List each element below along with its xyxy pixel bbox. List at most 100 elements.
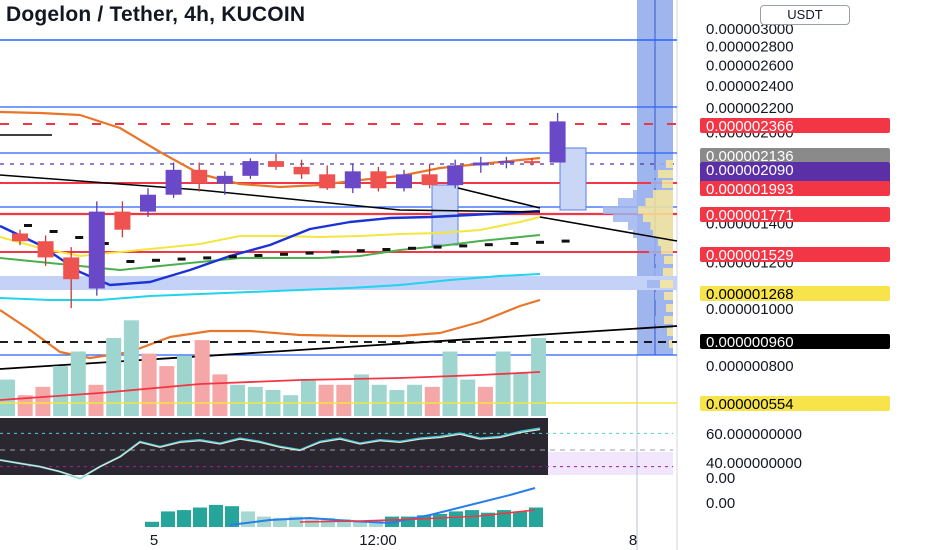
histogram-bar[interactable] xyxy=(433,514,447,527)
candle-body[interactable] xyxy=(12,233,28,242)
volume-bar[interactable] xyxy=(0,379,15,416)
volume-bar[interactable] xyxy=(424,386,440,416)
candle-body[interactable] xyxy=(524,161,540,164)
volume-bar[interactable] xyxy=(283,395,299,416)
pivot-marker xyxy=(152,258,160,262)
volume-bar[interactable] xyxy=(88,384,104,416)
candle-body[interactable] xyxy=(63,257,80,280)
histogram-bar[interactable] xyxy=(241,511,255,527)
histogram-bar[interactable] xyxy=(193,507,207,528)
volume-bar[interactable] xyxy=(407,384,423,416)
volume-profile-bar xyxy=(651,180,662,188)
candle-body[interactable] xyxy=(114,211,131,230)
volume-bar[interactable] xyxy=(354,374,369,416)
pivot-marker xyxy=(331,250,340,254)
price-label-box xyxy=(700,181,890,196)
volume-bar[interactable] xyxy=(477,386,493,416)
histogram-bar[interactable] xyxy=(161,511,175,527)
candle-body[interactable] xyxy=(447,165,464,186)
volume-bar[interactable] xyxy=(123,320,139,416)
histogram-bar[interactable] xyxy=(529,507,543,528)
histogram-bar[interactable] xyxy=(353,521,367,527)
volume-bar[interactable] xyxy=(194,340,210,416)
histogram-tick-label: 0.00 xyxy=(706,495,735,512)
candle-body[interactable] xyxy=(498,161,515,164)
histogram-bar[interactable] xyxy=(337,519,351,527)
histogram-bar[interactable] xyxy=(273,517,287,527)
volume-bar[interactable] xyxy=(35,386,51,416)
candle-body[interactable] xyxy=(421,174,438,186)
volume-bar[interactable] xyxy=(141,353,157,416)
volume-bar[interactable] xyxy=(513,372,529,416)
volume-bar[interactable] xyxy=(247,386,263,416)
histogram-bar[interactable] xyxy=(257,516,271,527)
volume-profile-bar xyxy=(633,230,653,238)
cyan-ma xyxy=(0,273,541,301)
volume-profile-bar xyxy=(613,214,643,222)
candle-body[interactable] xyxy=(165,169,182,195)
volume-bar[interactable] xyxy=(230,384,246,416)
histogram-bar[interactable] xyxy=(305,519,319,527)
candle-body[interactable] xyxy=(88,211,105,289)
price-tick-label: 0.000001000 xyxy=(706,301,794,318)
pivot-marker xyxy=(75,236,84,239)
histogram-bar[interactable] xyxy=(177,510,191,527)
candle-body[interactable] xyxy=(344,171,361,189)
volume-bar[interactable] xyxy=(53,366,69,416)
pivot-marker xyxy=(203,256,212,260)
candle-body[interactable] xyxy=(216,175,233,184)
histogram-bar[interactable] xyxy=(465,510,479,527)
candle-body[interactable] xyxy=(396,174,412,189)
histogram-bar[interactable] xyxy=(225,506,239,527)
histogram-bar[interactable] xyxy=(417,515,431,527)
histogram-bar[interactable] xyxy=(289,516,303,527)
histogram-bar[interactable] xyxy=(513,511,527,527)
volume-bar[interactable] xyxy=(300,379,316,416)
volume-bar[interactable] xyxy=(212,374,228,416)
volume-profile-bar xyxy=(649,246,661,254)
pivot-marker xyxy=(49,230,58,233)
candle-body[interactable] xyxy=(268,161,284,167)
volume-bar[interactable] xyxy=(371,384,387,416)
time-tick-label: 8 xyxy=(629,532,637,549)
pivot-marker xyxy=(356,249,365,253)
histogram-bar[interactable] xyxy=(145,521,159,527)
candle-body[interactable] xyxy=(191,169,208,184)
volume-bar[interactable] xyxy=(495,351,511,416)
price-scale[interactable] xyxy=(677,0,932,550)
volume-bar[interactable] xyxy=(460,379,476,416)
volume-profile-bar xyxy=(653,268,663,276)
volume-bar[interactable] xyxy=(531,338,546,416)
candle-body[interactable] xyxy=(140,194,156,212)
histogram-bar[interactable] xyxy=(209,504,223,527)
candle-body[interactable] xyxy=(37,241,54,258)
chart-title: Dogelon / Tether, 4h, KUCOIN xyxy=(6,3,306,26)
price-label: 0.000001529 xyxy=(706,247,794,264)
candle-body[interactable] xyxy=(319,174,336,189)
volume-bar[interactable] xyxy=(336,384,352,416)
volume-ma xyxy=(0,371,541,401)
candle-body[interactable] xyxy=(370,171,387,189)
volume-bar[interactable] xyxy=(442,351,458,416)
histogram-bar[interactable] xyxy=(369,520,383,528)
candle-body[interactable] xyxy=(293,166,310,175)
histogram-bar[interactable] xyxy=(321,517,335,527)
candle-body[interactable] xyxy=(242,161,259,176)
volume-bar[interactable] xyxy=(318,384,334,416)
volume-bar[interactable] xyxy=(159,366,175,416)
pivot-marker xyxy=(280,252,288,256)
volume-bar[interactable] xyxy=(17,395,33,416)
volume-bar[interactable] xyxy=(106,338,122,416)
price-label: 0.000001268 xyxy=(706,286,794,303)
pivot-marker xyxy=(408,246,416,250)
oscillator-signal xyxy=(0,428,541,479)
candle-body[interactable] xyxy=(549,121,566,163)
candle-body[interactable] xyxy=(472,162,489,166)
price-tick-label: 0.000003000 xyxy=(706,21,794,38)
currency-selector[interactable]: USDT xyxy=(760,5,850,25)
volume-bar[interactable] xyxy=(70,351,86,416)
histogram-bar[interactable] xyxy=(449,511,463,527)
histogram-bar[interactable] xyxy=(401,516,415,527)
